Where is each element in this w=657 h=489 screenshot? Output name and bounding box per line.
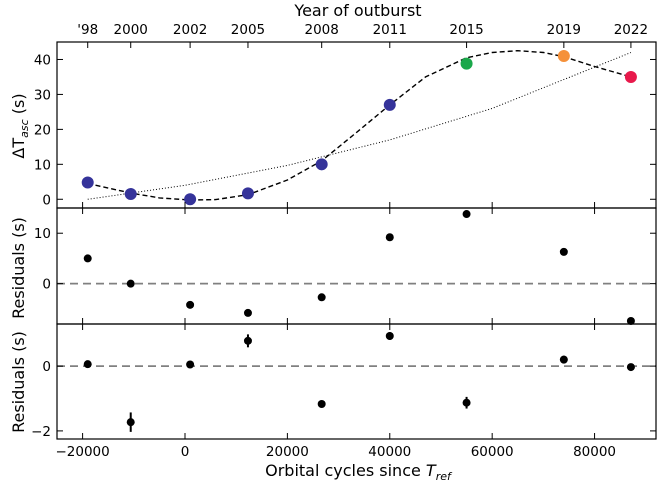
panel2-ytick-label: 10 (34, 226, 51, 242)
top-axis-tick-label: 2022 (614, 22, 648, 38)
top-axis-label: Year of outburst (293, 1, 421, 20)
top-axis-tick-label: '98 (77, 22, 98, 38)
bottom-xlabel-sub: ref (436, 470, 453, 483)
top-axis-tick-label: 2015 (449, 22, 483, 38)
data-point-4 (315, 158, 328, 171)
panel3-ytick-label: −2 (31, 424, 51, 440)
dashed-model-curve (87, 49, 632, 201)
panel2-frame (56, 207, 657, 325)
residual2-point-8 (626, 363, 635, 372)
bottom-xtick-label: 80000 (573, 444, 616, 460)
panel1-frame (56, 41, 657, 209)
bottom-xlabel-var: T (426, 461, 437, 480)
bottom-xtick-label: 40000 (368, 444, 411, 460)
data-point-0 (81, 176, 94, 189)
residual2-point-6 (462, 398, 471, 407)
panel2-ytick-label: 0 (42, 277, 51, 293)
panel1-ytick-label: 0 (42, 192, 51, 208)
residual1-point-6 (462, 210, 471, 219)
bottom-xlabel-main: Orbital cycles since (265, 461, 426, 480)
dotted-model-curve (87, 52, 632, 200)
panel1-ytick-label: 20 (34, 122, 51, 138)
panel1-ytick-label: 10 (34, 157, 51, 173)
top-axis-tick-label: 2000 (114, 22, 148, 38)
residual1-point-0 (83, 254, 92, 263)
top-axis-tick-label: 2005 (231, 22, 265, 38)
plot-layer: 0 10 20 30 40 0 10 −2 0 −20000 0 20000 40000 60000 800… (31, 22, 657, 460)
panel1-ylabel-unit: (s) (9, 93, 28, 119)
data-point-7 (557, 49, 570, 62)
residual1-point-8 (626, 316, 635, 325)
data-point-1 (124, 188, 137, 201)
residual1-point-7 (559, 247, 568, 256)
residual2-point-1 (126, 418, 135, 427)
panel1-ylabel: ΔTasc (s) (9, 93, 31, 158)
data-point-2 (184, 193, 197, 206)
panel3-frame (56, 323, 657, 440)
panel1-ytick-label: 30 (34, 87, 51, 103)
residual2-point-3 (243, 336, 252, 345)
data-point-5 (383, 98, 396, 111)
residual1-point-1 (126, 279, 135, 288)
residual1-point-4 (317, 293, 326, 302)
top-axis-tick-label: 2019 (547, 22, 581, 38)
panel2-ylabel: Residuals (s) (9, 217, 28, 319)
bottom-xtick-label: 0 (181, 444, 190, 460)
residual1-point-5 (385, 233, 394, 242)
data-point-3 (241, 187, 254, 200)
bottom-xlabel: Orbital cycles since Tref (265, 461, 453, 483)
panel1-ylabel-main: ΔT (9, 138, 28, 159)
panel1-ylabel-sub: asc (18, 119, 31, 138)
bottom-xtick-label: −20000 (55, 444, 109, 460)
panel3-ytick-label: 0 (42, 359, 51, 375)
data-point-8 (624, 70, 637, 83)
data-point-6 (460, 57, 473, 70)
residual2-point-5 (385, 331, 394, 340)
residual2-point-0 (83, 360, 92, 369)
residual1-point-2 (186, 300, 195, 309)
top-axis-tick-label: 2008 (305, 22, 339, 38)
top-axis-tick-label: 2011 (373, 22, 407, 38)
panel1-ytick-label: 40 (34, 52, 51, 68)
bottom-xtick-label: 20000 (266, 444, 309, 460)
panel3-ylabel: Residuals (s) (9, 331, 28, 433)
bottom-xtick-label: 60000 (471, 444, 514, 460)
residual2-point-2 (186, 360, 195, 369)
residual2-point-7 (559, 355, 568, 364)
residual1-point-3 (243, 308, 252, 317)
residual2-point-4 (317, 400, 326, 409)
top-axis-tick-label: 2002 (173, 22, 207, 38)
